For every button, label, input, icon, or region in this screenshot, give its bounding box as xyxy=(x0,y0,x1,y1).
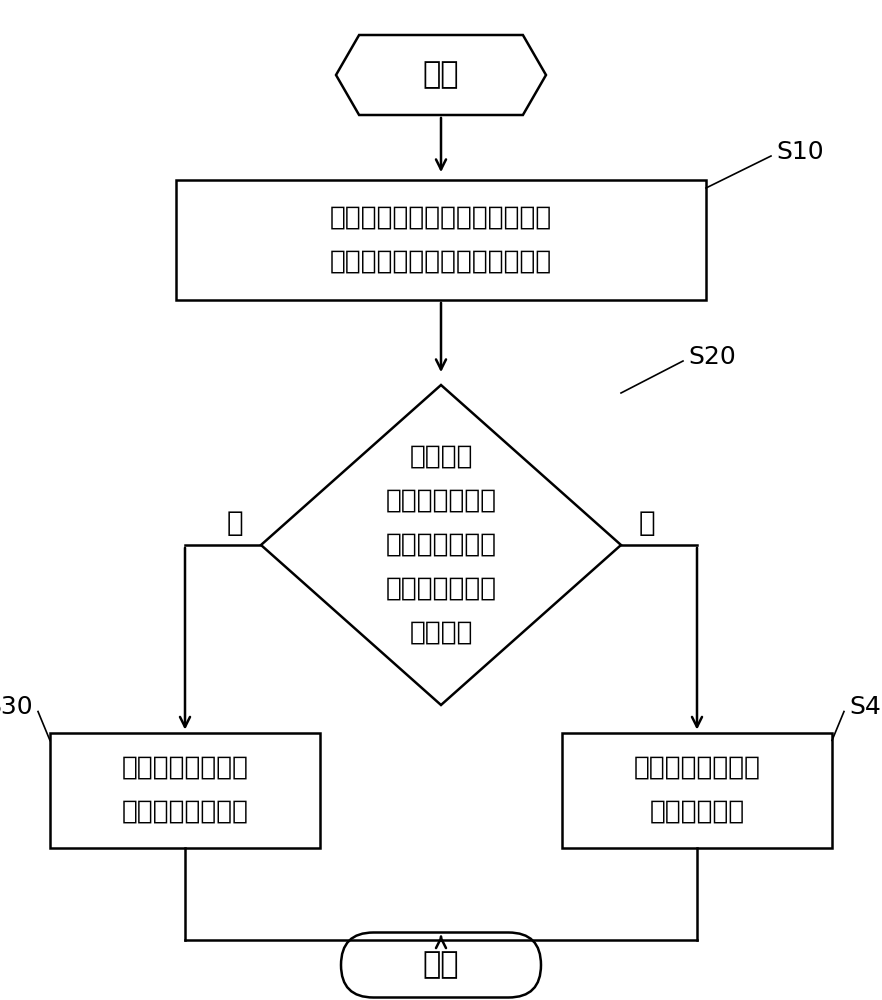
Text: 小于或等于预设: 小于或等于预设 xyxy=(385,576,497,602)
Text: S20: S20 xyxy=(688,345,736,369)
Text: 否: 否 xyxy=(639,509,655,537)
Text: 禁止固定无线终端: 禁止固定无线终端 xyxy=(633,755,760,781)
Text: 开始: 开始 xyxy=(422,60,460,90)
Bar xyxy=(50,732,320,848)
Text: 发起网络业务: 发起网络业务 xyxy=(649,799,744,825)
Text: 结束: 结束 xyxy=(422,950,460,980)
Text: 信息之间的距离: 信息之间的距离 xyxy=(385,532,497,558)
Text: S10: S10 xyxy=(776,140,824,164)
Polygon shape xyxy=(336,35,546,115)
Text: 正常发起网络业务: 正常发起网络业务 xyxy=(122,799,249,825)
Text: 允许固定无线终端: 允许固定无线终端 xyxy=(122,755,249,781)
Text: S30: S30 xyxy=(0,696,33,720)
Text: 是: 是 xyxy=(227,509,243,537)
Polygon shape xyxy=(261,385,621,705)
Text: 当网络业务启动指令到达时，获: 当网络业务启动指令到达时，获 xyxy=(330,205,552,231)
Text: 取固定无线终端当前的位置信息: 取固定无线终端当前的位置信息 xyxy=(330,249,552,275)
Text: 距离阈値: 距离阈値 xyxy=(409,620,473,646)
Bar xyxy=(176,180,706,300)
FancyBboxPatch shape xyxy=(341,932,541,998)
Bar xyxy=(562,732,832,848)
Text: S40: S40 xyxy=(849,696,882,720)
Text: 信息与基准位置: 信息与基准位置 xyxy=(385,488,497,514)
Text: 当前位置: 当前位置 xyxy=(409,444,473,470)
